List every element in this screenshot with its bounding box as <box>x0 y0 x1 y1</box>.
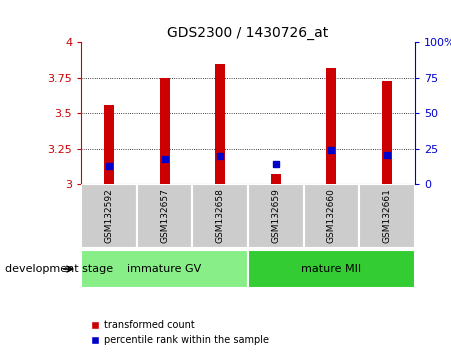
Bar <box>193 184 248 248</box>
Bar <box>248 184 304 248</box>
Bar <box>160 78 170 184</box>
Text: development stage: development stage <box>5 264 113 274</box>
Bar <box>81 184 137 248</box>
Text: immature GV: immature GV <box>128 264 202 274</box>
Bar <box>215 64 225 184</box>
Bar <box>304 184 359 248</box>
Bar <box>81 250 248 288</box>
Text: GSM132659: GSM132659 <box>272 188 281 244</box>
Legend: transformed count, percentile rank within the sample: transformed count, percentile rank withi… <box>86 316 272 349</box>
Bar <box>382 81 392 184</box>
Title: GDS2300 / 1430726_at: GDS2300 / 1430726_at <box>167 26 329 40</box>
Text: GSM132658: GSM132658 <box>216 188 225 244</box>
Bar <box>359 184 415 248</box>
Bar <box>248 250 415 288</box>
Text: GSM132657: GSM132657 <box>160 188 169 244</box>
Bar <box>271 174 281 184</box>
Bar <box>104 105 114 184</box>
Bar <box>137 184 193 248</box>
Text: mature MII: mature MII <box>301 264 362 274</box>
Text: GSM132592: GSM132592 <box>105 189 114 243</box>
Text: GSM132661: GSM132661 <box>382 188 391 244</box>
Text: GSM132660: GSM132660 <box>327 188 336 244</box>
Bar <box>327 68 336 184</box>
